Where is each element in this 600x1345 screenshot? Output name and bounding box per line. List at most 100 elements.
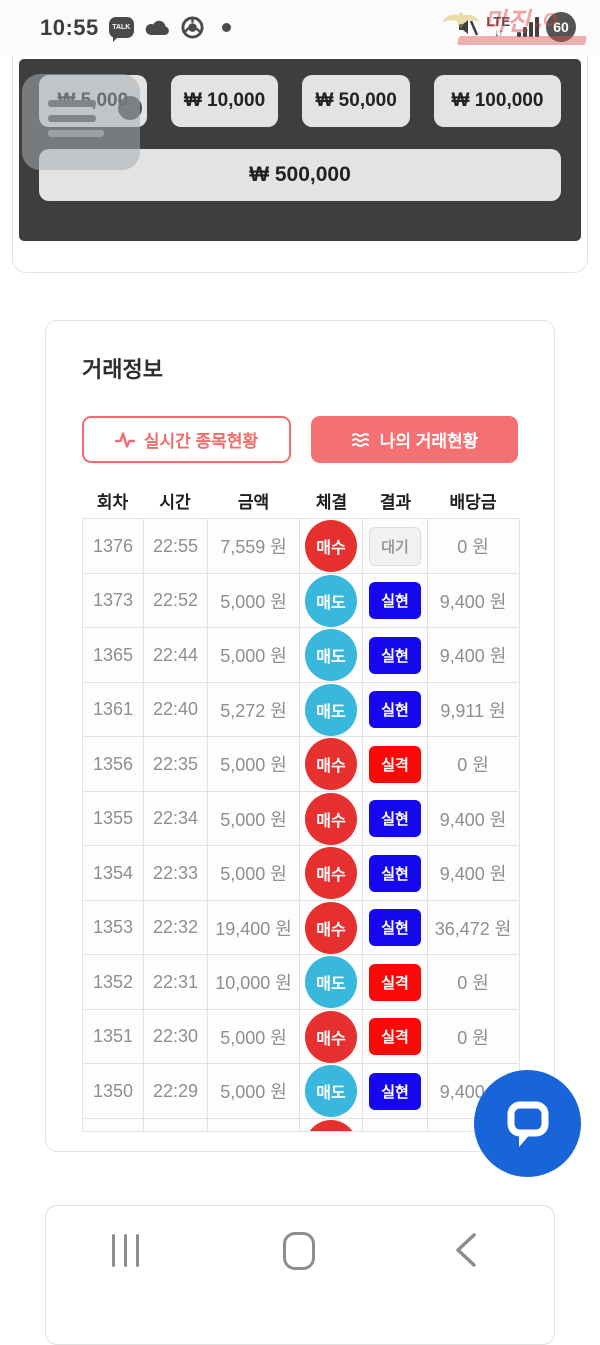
cell-side: 매도 [300,573,363,629]
mute-icon [459,20,479,36]
cell-result: 실현 [363,573,428,629]
waves-list-icon [351,432,369,447]
android-nav-bar [0,1220,600,1300]
cell-amount: 5,000 원 [208,846,300,901]
tab-realtime-status[interactable]: 실시간 종목현황 [82,416,291,464]
cell-payout: 0 원 [428,519,518,574]
cell-side: 매수 [300,900,363,956]
tab-realtime-label: 실시간 종목현황 [143,432,259,452]
cell-side: 매도 [300,682,363,738]
result-badge: 실격 [369,745,421,783]
tab-my-trades[interactable]: 나의 거래현황 [311,416,518,464]
result-badge: 대기 [369,526,421,566]
table-row: 1365 22:44 5,000 원 매도 실현 9,400 원 [83,628,519,683]
amount-button-100000[interactable]: ₩ 100,000 [433,75,561,127]
cell-amount: 5,000 원 [208,737,300,792]
table-row: 1353 22:32 19,400 원 매수 실현 36,472 원 [83,900,519,956]
cell-payout: 9,400 원 [428,792,518,847]
table-row: 1352 22:31 10,000 원 매도 실격 0 원 [83,955,519,1010]
side-badge: 매수 [305,792,357,845]
weather-cloud-icon [145,20,169,35]
result-badge: 실격 [369,963,421,1001]
result-badge: 실현 [369,582,421,620]
cell-payout: 9,911 원 [428,683,518,738]
cell-round: 1354 [83,846,144,901]
cell-payout: 0 원 [428,955,518,1010]
clock: 10:55 [40,14,99,40]
cell-time: 22:30 [144,1009,208,1065]
cell-time: 22:40 [144,682,208,738]
cell-round: 1373 [83,573,144,629]
network-type-indicator: LTE ↓↑ [486,14,510,39]
side-badge: 매도 [305,629,357,682]
side-badge [305,1119,357,1132]
handle-bar-icon [48,100,96,107]
col-payout: 배당금 [449,492,497,512]
kakaotalk-notification-icon: TALK [108,17,134,42]
cell-payout: 0 원 [428,1010,518,1065]
cell-side: 매도 [300,1064,363,1119]
cell-result: 실격 [363,955,428,1010]
cell-side: 매수 [300,519,363,574]
chrome-notification-icon [181,16,204,39]
result-badge: 실현 [369,1072,421,1110]
cell-round [83,1118,144,1132]
cell-time: 22:52 [144,573,208,629]
col-side: 체결 [315,492,348,512]
table-row: 1355 22:34 5,000 원 매수 실현 9,400 원 [83,791,519,847]
table-row [83,1118,519,1132]
result-badge: 실격 [369,1018,421,1056]
table-row: 1356 22:35 5,000 원 매수 실격 0 원 [83,737,519,792]
cell-round: 1361 [83,682,144,738]
chat-bubble-icon [507,1101,548,1147]
cell-time: 22:34 [144,791,208,847]
table-row: 1376 22:55 7,559 원 매수 대기 0 원 [83,519,519,574]
col-round: 회차 [96,492,129,512]
cell-side: 매수 [300,1009,363,1065]
side-badge: 매수 [305,847,357,900]
side-badge: 매도 [305,574,357,627]
cell-time: 22:31 [144,955,208,1010]
cell-time [144,1118,208,1132]
table-row: 1354 22:33 5,000 원 매수 실현 9,400 원 [83,846,519,901]
recents-button[interactable] [112,1234,139,1267]
result-badge: 실현 [369,909,421,947]
table-row: 1350 22:29 5,000 원 매도 실현 9,400 원 [83,1064,519,1119]
trade-info-title: 거래정보 [82,357,163,382]
table-row: 1373 22:52 5,000 원 매도 실현 9,400 원 [83,573,519,629]
battery-indicator: 60 [546,12,576,42]
cell-side: 매수 [300,791,363,847]
back-button[interactable] [452,1232,478,1271]
chat-support-button[interactable] [474,1070,581,1177]
cell-result: 실현 [363,628,428,683]
status-bar: 10:55 TALK LTE ↓↑ 60 [0,0,600,55]
handle-bar-icon [48,115,96,122]
cell-result: 실현 [363,846,428,901]
cell-payout: 9,400 원 [428,628,518,683]
cell-side: 매수 [300,846,363,901]
signal-strength-icon [517,17,539,37]
cell-round: 1352 [83,955,144,1010]
table-row: 1361 22:40 5,272 원 매도 실현 9,911 원 [83,682,519,738]
side-badge: 매수 [305,738,357,791]
cell-result: 실격 [363,1009,428,1065]
activity-pulse-icon [114,432,135,448]
cell-round: 1350 [83,1064,144,1119]
cell-payout: 36,472 원 [428,901,518,956]
home-button[interactable] [283,1232,315,1270]
amount-button-50000[interactable]: ₩ 50,000 [302,75,410,127]
cell-amount: 5,000 원 [208,1009,300,1065]
cell-result: 실현 [363,791,428,847]
cell-time: 22:29 [144,1064,208,1119]
cell-round: 1355 [83,791,144,847]
cell-result: 실현 [363,1064,428,1119]
cell-payout: 9,400 원 [428,574,518,629]
trade-tabs: 실시간 종목현황 나의 거래현황 [82,416,518,464]
cell-side: 매도 [300,955,363,1010]
assistive-touch-handle[interactable] [22,74,140,170]
amount-button-10000[interactable]: ₩ 10,000 [170,75,279,127]
cell-amount: 7,559 원 [208,519,300,574]
cell-amount: 5,000 원 [208,1064,300,1119]
result-badge: 실현 [369,691,421,729]
result-badge: 실현 [369,636,421,674]
